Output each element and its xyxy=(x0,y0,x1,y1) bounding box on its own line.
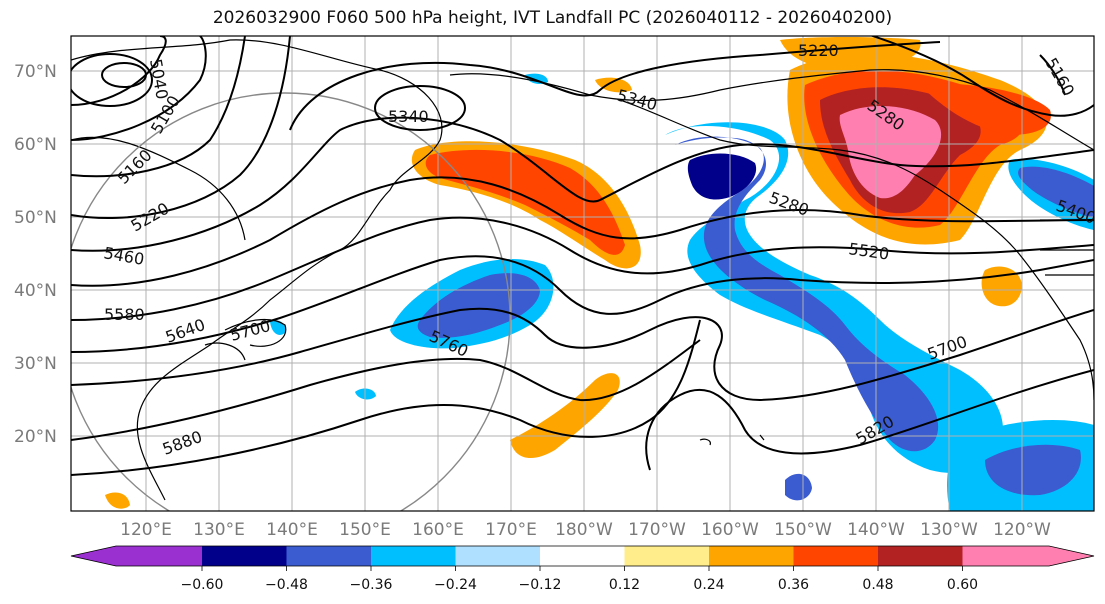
colorbar-segment xyxy=(116,546,202,566)
lon-label: 140°W xyxy=(847,520,905,540)
coastlines xyxy=(71,39,1094,501)
colorbar-tick: −0.12 xyxy=(519,577,562,593)
lon-labels: 120°E 130°E 140°E 150°E 160°E 170°E 180°… xyxy=(120,520,1051,540)
lat-label: 40°N xyxy=(14,281,57,301)
distance-ring xyxy=(71,92,511,511)
colorbar-segment xyxy=(286,546,371,566)
contour-label: 5340 xyxy=(388,107,429,126)
colorbar-tick: 0.12 xyxy=(609,577,640,593)
colorbar-max-arrow xyxy=(1049,546,1094,566)
colorbar-segment xyxy=(624,546,709,566)
neg-anomaly-band-mid xyxy=(675,136,939,452)
lon-label: 170°E xyxy=(485,520,537,540)
lat-label: 60°N xyxy=(14,135,57,155)
neg-anomaly-band-outer xyxy=(665,122,1004,473)
lon-label: 160°W xyxy=(701,520,759,540)
colorbar-tick: 0.24 xyxy=(693,577,724,593)
lon-label: 150°E xyxy=(339,520,391,540)
lon-label: 120°E xyxy=(120,520,172,540)
pos-anomaly-bering-inner xyxy=(425,149,625,255)
lat-label: 20°N xyxy=(14,427,57,447)
lon-label: 160°E xyxy=(412,520,464,540)
pos-anomaly-northeast xyxy=(920,83,1051,135)
lon-label: 130°E xyxy=(193,520,245,540)
colorbar-segment xyxy=(962,546,1049,566)
colorbar-segment xyxy=(202,546,287,566)
colorbar: −0.60 −0.48 −0.36 −0.24 −0.12 0.12 0.24 … xyxy=(70,545,1095,593)
neg-anomaly-core xyxy=(687,153,757,200)
lat-label: 70°N xyxy=(14,62,57,82)
colorbar-tick: −0.60 xyxy=(181,577,224,593)
colorbar-segment xyxy=(371,546,456,566)
lon-label: 140°E xyxy=(266,520,318,540)
colorbar-tick: −0.48 xyxy=(265,577,308,593)
lon-label: 180°W xyxy=(555,520,613,540)
colorbar-tick: −0.24 xyxy=(434,577,477,593)
lat-labels: 70°N 60°N 50°N 40°N 30°N 20°N xyxy=(14,62,57,447)
lon-label: 150°W xyxy=(774,520,832,540)
colorbar-segment xyxy=(540,546,625,566)
colorbar-min-arrow xyxy=(71,546,116,566)
colorbar-segment xyxy=(793,546,878,566)
colorbar-tick: −0.36 xyxy=(350,577,393,593)
lon-label: 130°W xyxy=(920,520,978,540)
colorbar-tick: 0.36 xyxy=(778,577,809,593)
map-title: 2026032900 F060 500 hPa height, IVT Land… xyxy=(212,8,893,28)
lat-label: 30°N xyxy=(14,354,57,374)
contour-label: 5220 xyxy=(798,41,839,60)
lat-label: 50°N xyxy=(14,208,57,228)
colorbar-tick: 0.60 xyxy=(947,577,978,593)
colorbar-segment xyxy=(878,546,963,566)
neg-anomaly-west-inner xyxy=(417,273,540,338)
colorbar-tick: 0.48 xyxy=(862,577,893,593)
colorbar-segment xyxy=(709,546,794,566)
pos-anomaly-alaska-pink xyxy=(839,105,942,199)
contour-label: 5580 xyxy=(104,305,145,324)
lon-label: 120°W xyxy=(993,520,1051,540)
map-frame xyxy=(70,35,1095,512)
lon-label: 170°W xyxy=(628,520,686,540)
height-contours xyxy=(71,36,1094,476)
graticule xyxy=(71,36,1094,511)
colorbar-segment xyxy=(455,546,540,566)
